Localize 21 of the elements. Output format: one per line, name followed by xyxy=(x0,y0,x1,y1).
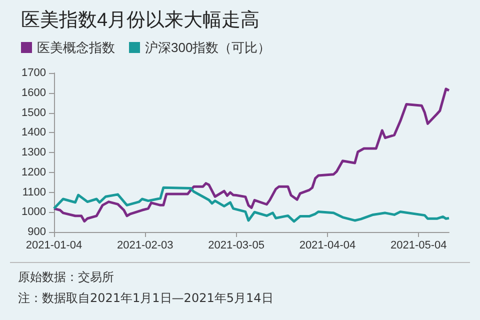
line-series xyxy=(52,186,450,223)
line-series xyxy=(52,88,450,223)
y-tick-label: 1400 xyxy=(22,126,46,139)
y-tick-label: 1000 xyxy=(22,206,46,218)
x-tick-label: 2021-04-04 xyxy=(299,240,356,252)
chart-title: 医美指数4月份以来大幅走高 xyxy=(21,9,260,31)
x-tick-label: 2021-05-04 xyxy=(390,240,447,252)
y-tick-label: 1700 xyxy=(22,67,46,79)
legend-label: 医美概念指数 xyxy=(37,40,115,55)
y-tick-label: 1100 xyxy=(22,186,46,198)
y-tick-label: 1300 xyxy=(22,146,46,158)
text: 注：数据取自2021年1月1日—2021年5月14日 xyxy=(17,290,274,307)
legend-label: 沪深300指数（可比） xyxy=(145,40,271,55)
y-tick-label: 1500 xyxy=(22,106,46,119)
text: 原始数据：交易所 xyxy=(10,262,470,290)
y-tick-label: 1600 xyxy=(22,86,46,99)
x-tick-label: 2021-02-03 xyxy=(117,240,174,252)
y-tick-label: 1200 xyxy=(22,166,46,178)
y-tick-label: 900 xyxy=(28,226,46,238)
x-tick-label: 2021-03-05 xyxy=(208,240,264,252)
x-tick-label: 2021-01-04 xyxy=(26,240,82,252)
